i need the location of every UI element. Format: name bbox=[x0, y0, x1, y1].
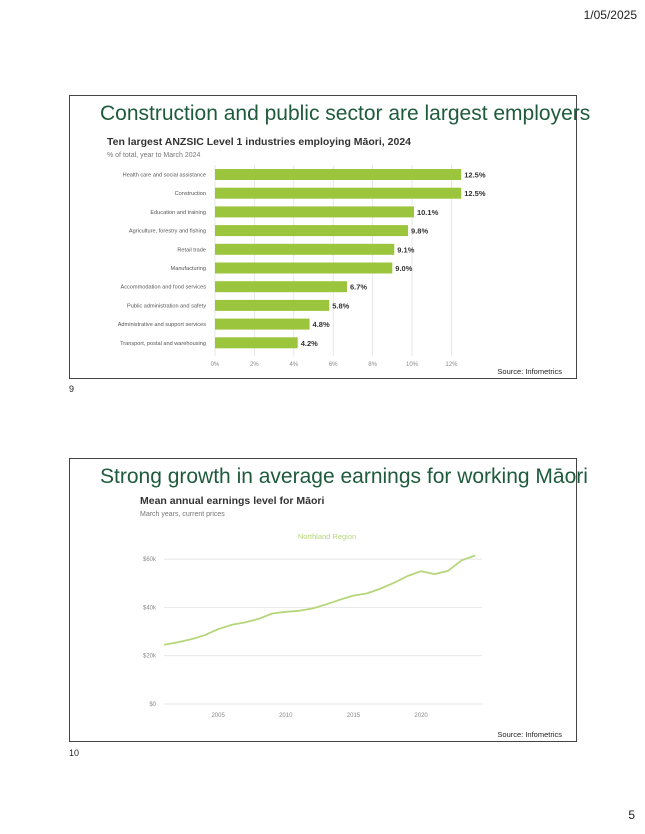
x-tick-label: 2020 bbox=[414, 713, 428, 719]
chart-title: Ten largest ANZSIC Level 1 industries em… bbox=[107, 136, 412, 148]
bar bbox=[215, 337, 298, 349]
y-tick-label: $60k bbox=[143, 557, 157, 563]
value-label: 6.7% bbox=[350, 283, 367, 292]
bar bbox=[215, 318, 310, 330]
x-tick-label: 8% bbox=[368, 362, 377, 368]
bar bbox=[215, 206, 414, 218]
value-label: 4.8% bbox=[313, 320, 330, 329]
category-label: Transport, postal and warehousing bbox=[120, 341, 206, 347]
value-label: 9.0% bbox=[395, 264, 412, 273]
category-label: Construction bbox=[175, 191, 206, 197]
slide-title: Construction and public sector are large… bbox=[100, 102, 591, 125]
bar bbox=[215, 262, 393, 274]
y-tick-label: $40k bbox=[143, 605, 157, 611]
value-label: 9.8% bbox=[411, 227, 428, 236]
bar bbox=[215, 243, 395, 255]
page-number: 5 bbox=[628, 808, 635, 822]
category-label: Public administration and safety bbox=[127, 303, 206, 309]
x-tick-label: 0% bbox=[211, 362, 220, 368]
y-tick-label: $20k bbox=[143, 654, 157, 660]
chart-subtitle: % of total, year to March 2024 bbox=[107, 152, 201, 159]
x-tick-label: 2005 bbox=[211, 713, 225, 719]
category-label: Agriculture, forestry and fishing bbox=[129, 229, 206, 235]
category-label: Administrative and support services bbox=[118, 322, 206, 328]
value-label: 10.1% bbox=[417, 208, 439, 217]
chart-subtitle: March years, current prices bbox=[140, 511, 225, 518]
bar bbox=[215, 187, 462, 199]
date-header: 1/05/2025 bbox=[583, 8, 637, 22]
x-tick-label: 2015 bbox=[347, 713, 361, 719]
category-label: Health care and social assistance bbox=[123, 173, 206, 179]
series-line bbox=[163, 554, 476, 646]
category-label: Education and training bbox=[150, 210, 206, 216]
slide-10: Strong growth in average earnings for wo… bbox=[69, 458, 588, 742]
value-label: 4.2% bbox=[301, 339, 318, 348]
series-label: Northland Region bbox=[298, 532, 356, 541]
x-tick-label: 4% bbox=[289, 362, 298, 368]
line-chart: $0 $20k $40k $60k 2005 2010 2015 2020 Northland … bbox=[143, 532, 482, 719]
bar bbox=[215, 169, 462, 180]
category-label: Retail trade bbox=[177, 247, 206, 253]
bar-chart: 0% 2% 4% 6% 8% 10% 12% Health care and social a… bbox=[118, 165, 486, 368]
value-label: 12.5% bbox=[464, 171, 486, 180]
x-tick-label: 6% bbox=[329, 362, 338, 368]
bar bbox=[215, 299, 330, 311]
source-note: Source: Infometrics bbox=[497, 730, 562, 739]
category-label: Manufacturing bbox=[171, 266, 206, 272]
y-tick-label: $0 bbox=[149, 702, 156, 708]
bar bbox=[215, 225, 409, 237]
source-note: Source: Infometrics bbox=[497, 367, 562, 376]
slide-9: Construction and public sector are large… bbox=[69, 95, 590, 379]
bar bbox=[215, 281, 347, 293]
slide-number: 9 bbox=[69, 384, 75, 394]
slide-number: 10 bbox=[69, 748, 80, 758]
value-label: 12.5% bbox=[464, 189, 486, 198]
value-label: 9.1% bbox=[397, 245, 414, 254]
x-tick-label: 2010 bbox=[279, 713, 293, 719]
x-tick-label: 12% bbox=[445, 362, 458, 368]
slide-title: Strong growth in average earnings for wo… bbox=[100, 465, 588, 488]
x-tick-label: 2% bbox=[250, 362, 259, 368]
chart-title: Mean annual earnings level for Māori bbox=[140, 495, 325, 507]
category-label: Accommodation and food services bbox=[120, 285, 206, 291]
value-label: 5.8% bbox=[332, 301, 349, 310]
x-tick-label: 10% bbox=[406, 362, 419, 368]
